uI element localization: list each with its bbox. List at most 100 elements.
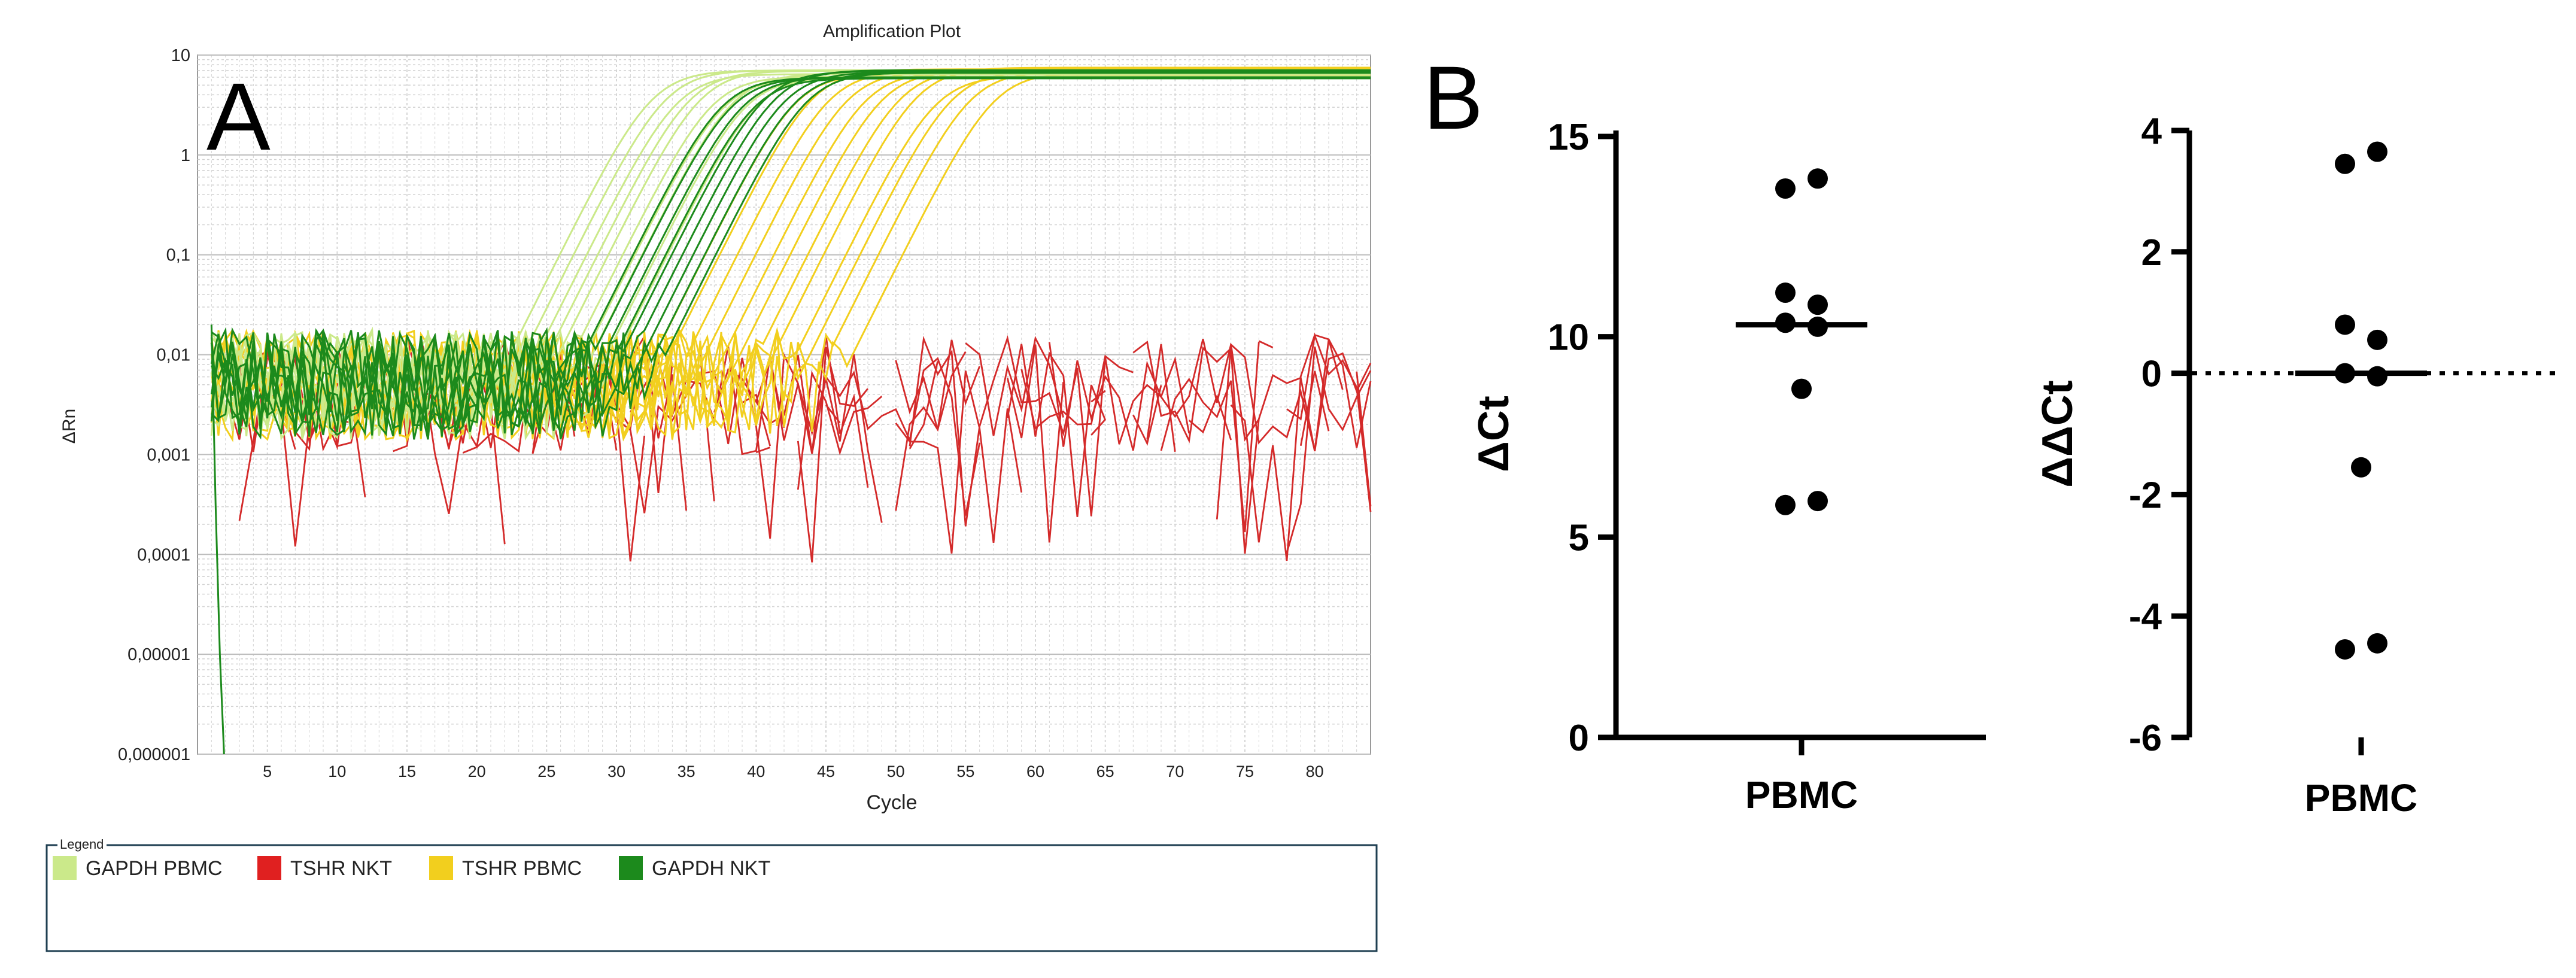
data-point — [1808, 294, 1828, 315]
y-tick-label: 10 — [1548, 317, 1589, 359]
data-point — [1775, 178, 1796, 199]
amplification-curve — [210, 77, 1371, 436]
amplification-y-tick-label: 10 — [171, 46, 190, 65]
legend-label: TSHR NKT — [290, 857, 392, 880]
amplification-curve — [1006, 344, 1065, 543]
amplification-x-tick-label: 60 — [1026, 763, 1044, 780]
amplification-curve — [909, 361, 939, 449]
amplification-x-tick-label: 10 — [328, 763, 346, 780]
amplification-x-tick-label: 65 — [1096, 763, 1114, 780]
legend-title-bg — [57, 837, 107, 852]
amplification-x-tick-label: 80 — [1306, 763, 1324, 780]
legend-swatch — [429, 856, 453, 880]
data-point — [2335, 314, 2355, 335]
data-point — [2367, 366, 2387, 387]
amplification-x-tick-label: 40 — [747, 763, 765, 780]
amplification-curve — [909, 335, 1190, 527]
amplification-curve — [1090, 418, 1106, 436]
delta-ct-category-label: PBMC — [1745, 773, 1858, 816]
panel-b: B 0 5 10 15 PBMC ΔCt -6 -4 -2 0 2 4 PBMC ΔΔCt — [1423, 47, 2562, 819]
amplification-curve — [1216, 339, 1344, 520]
amplification-curve — [1160, 342, 1260, 533]
amplification-x-axis-label: Cycle — [866, 791, 917, 814]
delta-delta-ct-points — [2335, 141, 2387, 660]
legend-label: TSHR PBMC — [462, 857, 582, 880]
amplification-curve — [1020, 354, 1134, 430]
legend-swatch — [53, 856, 77, 880]
amplification-curve — [210, 324, 225, 755]
amplification-curve — [210, 71, 1371, 437]
y-tick-label: 0 — [1569, 718, 1589, 759]
amplification-curve — [895, 370, 1023, 554]
panel-label-b: B — [1423, 47, 1483, 148]
amplification-curve — [1132, 385, 1162, 446]
amplification-curve — [462, 353, 534, 454]
delta-ct-plot: 0 5 10 15 PBMC ΔCt — [1470, 117, 1986, 816]
amplification-x-tick-label: 45 — [817, 763, 835, 780]
delta-delta-ct-y-axis-label: ΔΔCt — [2034, 380, 2082, 487]
y-tick-label: -4 — [2129, 596, 2162, 637]
delta-delta-ct-y-ticks: -6 -4 -2 0 2 4 — [2129, 111, 2189, 759]
legend-swatch — [257, 856, 281, 880]
amplification-x-tick-label: 70 — [1166, 763, 1184, 780]
delta-ct-y-axis-label: ΔCt — [1470, 396, 1518, 472]
data-point — [2367, 329, 2387, 350]
amplification-curve — [211, 69, 1371, 437]
y-tick-label: 5 — [1569, 517, 1589, 558]
y-tick-label: 4 — [2141, 111, 2162, 152]
amplification-grid — [198, 54, 1371, 755]
amplification-y-tick-label: 0,00001 — [127, 645, 190, 664]
y-tick-label: 2 — [2141, 232, 2162, 274]
legend-swatch — [619, 856, 643, 880]
delta-delta-ct-plot: -6 -4 -2 0 2 4 PBMC ΔΔCt — [2034, 111, 2562, 819]
amplification-x-tick-label: 55 — [956, 763, 974, 780]
y-tick-label: -6 — [2129, 718, 2162, 759]
amplification-curves — [210, 66, 1372, 755]
amplification-x-tick-label: 75 — [1236, 763, 1254, 780]
legend: Legend GAPDH PBMC TSHR NKT TSHR PBMC GAPDH … — [45, 837, 1378, 952]
amplification-curve — [797, 347, 869, 563]
amplification-x-tick-label: 25 — [537, 763, 555, 780]
legend-label: GAPDH PBMC — [86, 857, 223, 880]
data-point — [1775, 283, 1796, 303]
amplification-x-tick-label: 35 — [678, 763, 695, 780]
panel-label-a: A — [206, 63, 271, 170]
amplification-y-tick-label: 0,1 — [166, 246, 190, 265]
legend-label: GAPDH NKT — [652, 857, 770, 880]
amplification-x-tick-label: 15 — [398, 763, 416, 780]
amplification-curve — [1299, 370, 1330, 447]
panel-a: Amplification Plot 10 1 0,1 0,01 0,001 0,0001… — [45, 22, 1378, 952]
amplification-x-tick-label: 5 — [263, 763, 272, 780]
y-tick-label: -2 — [2129, 475, 2162, 516]
amplification-curve — [1286, 332, 1372, 512]
amplification-curve — [1188, 394, 1232, 441]
amplification-y-tick-label: 0,01 — [157, 346, 190, 365]
amplification-y-axis-label: ΔRn — [59, 409, 79, 444]
delta-delta-ct-category-label: PBMC — [2305, 776, 2417, 819]
amplification-x-tick-label: 30 — [607, 763, 625, 780]
data-point — [2367, 633, 2387, 654]
amplification-curve — [742, 393, 771, 447]
data-point — [2335, 639, 2355, 660]
amplification-plot-title: Amplification Plot — [823, 22, 961, 41]
data-point — [2351, 457, 2371, 478]
amplification-curve — [602, 352, 981, 539]
amplification-curve — [1286, 346, 1372, 554]
amplification-y-tick-label: 0,001 — [147, 445, 190, 464]
amplification-x-ticks: 5 10 15 20 25 30 35 40 45 50 55 60 65 70 75 80 — [263, 763, 1324, 780]
data-point — [2335, 153, 2355, 174]
legend-items: GAPDH PBMC TSHR NKT TSHR PBMC GAPDH NKT — [53, 856, 770, 880]
amplification-curve — [1258, 340, 1274, 348]
amplification-curve — [797, 370, 883, 490]
amplification-y-tick-label: 1 — [181, 146, 190, 165]
amplification-x-tick-label: 50 — [887, 763, 905, 780]
series-gapdh-nkt — [210, 69, 1371, 440]
legend-title: Legend — [60, 837, 104, 852]
amplification-curve — [1006, 344, 1107, 517]
data-point — [2367, 141, 2387, 162]
data-point — [1808, 491, 1828, 512]
data-point — [1791, 378, 1812, 399]
y-tick-label: 0 — [2141, 354, 2162, 395]
data-point — [1775, 494, 1796, 515]
